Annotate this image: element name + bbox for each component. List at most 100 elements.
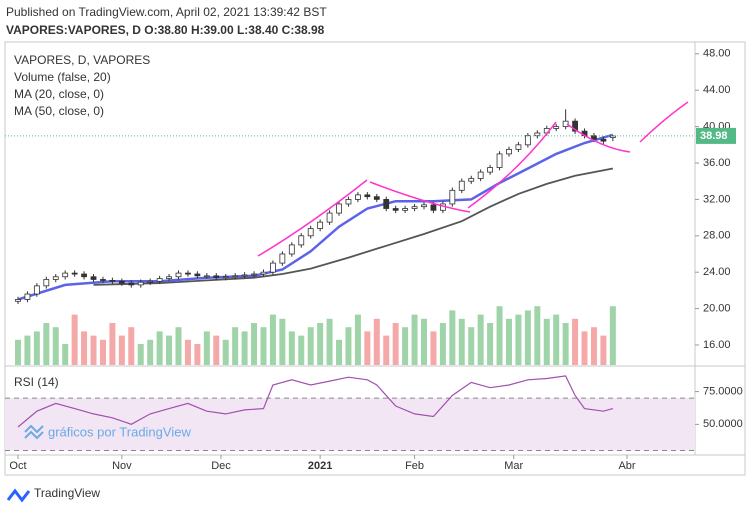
candle-body	[487, 167, 494, 173]
candle-body	[81, 273, 87, 278]
rsi-line	[17, 375, 614, 428]
volume-bar	[590, 327, 597, 365]
candle-body	[402, 208, 409, 211]
volume-bar	[118, 335, 125, 365]
volume-bar	[213, 335, 220, 365]
candle-body	[52, 276, 59, 280]
candle-body	[109, 279, 116, 282]
watermark-icon	[24, 424, 44, 440]
candle-body	[609, 135, 616, 138]
x-tick-label: Oct	[9, 460, 26, 472]
candle-body	[600, 138, 607, 142]
ohlc-header: VAPORES:VAPORES, D O:38.80 H:39.00 L:38.…	[6, 23, 325, 37]
volume-bar	[487, 323, 494, 365]
volume-bar	[572, 318, 579, 365]
candle-body	[449, 189, 456, 205]
y-tick-label: 48.00	[703, 48, 731, 60]
candle-body	[515, 144, 522, 150]
last-price-box	[696, 127, 736, 144]
candle-body	[524, 135, 531, 146]
candle-body	[317, 221, 324, 229]
trend-drawing	[639, 101, 689, 143]
volume-bar	[562, 323, 569, 365]
volume-bar	[222, 339, 229, 365]
candle-body	[118, 280, 125, 284]
volume-bar	[458, 318, 465, 365]
candle-body	[383, 199, 390, 209]
candle-body	[336, 203, 342, 214]
legend-rsi: RSI (14)	[14, 375, 59, 389]
volume-bar	[90, 335, 97, 365]
ma-line	[93, 167, 614, 286]
candle-body	[270, 262, 276, 273]
candle-body	[572, 120, 578, 132]
volume-bar	[534, 306, 541, 365]
y-tick-label: 24.00	[703, 266, 731, 278]
volume-bar	[496, 306, 503, 365]
volume-bar	[317, 323, 324, 365]
rsi-tick-label: 50.0000	[703, 418, 743, 430]
candle-body	[194, 273, 201, 277]
volume-bar	[515, 314, 522, 365]
volume-bar	[99, 339, 106, 365]
candle-body	[213, 275, 220, 279]
volume-bar	[269, 314, 276, 365]
trend-drawing	[566, 123, 631, 153]
volume-bar	[468, 327, 475, 365]
x-tick-label: 2021	[308, 460, 332, 472]
candle-body	[468, 178, 475, 182]
legend-volume: Volume (false, 20)	[14, 70, 111, 84]
volume-bar	[52, 327, 59, 365]
candle-body	[553, 126, 560, 129]
volume-bar	[411, 314, 418, 365]
volume-bar	[24, 335, 31, 365]
volume-bar	[166, 335, 173, 365]
volume-bar	[600, 335, 607, 365]
candle-body	[251, 273, 257, 276]
volume-bar	[156, 331, 163, 365]
candle-body	[298, 235, 305, 246]
candle-body	[24, 293, 31, 300]
volume-bar	[128, 327, 135, 365]
volume-bar	[279, 318, 286, 365]
legend-ma: MA (20, close, 0)	[14, 87, 104, 101]
volume-bar	[392, 323, 399, 365]
trend-drawing	[257, 179, 368, 257]
candle-body	[147, 280, 154, 283]
published-note: Published on TradingView.com, April 02, …	[6, 5, 327, 19]
candle-body	[90, 276, 97, 280]
candle-body	[137, 281, 144, 286]
volume-bar	[288, 331, 295, 365]
brand-logo	[6, 488, 31, 503]
volume-bar	[260, 327, 267, 365]
candle-body	[100, 279, 106, 281]
volume-bar	[251, 323, 258, 365]
trend-drawing	[467, 121, 557, 209]
volume-bar	[383, 335, 390, 365]
volume-bar	[109, 323, 116, 365]
volume-bar	[524, 310, 531, 365]
y-tick-label: 44.00	[703, 84, 731, 96]
trend-drawing	[369, 181, 471, 213]
x-tick-label: Feb	[405, 460, 424, 472]
volume-bar	[581, 331, 588, 365]
volume-bar	[373, 318, 380, 365]
x-tick-label: Abr	[618, 460, 635, 472]
legend-main: VAPORES, D, VAPORES	[14, 53, 150, 67]
candle-body	[411, 206, 418, 209]
volume-bar	[43, 323, 50, 365]
volume-bar	[298, 335, 305, 365]
volume-bar	[553, 314, 560, 365]
volume-bar	[33, 331, 40, 365]
y-tick-label: 32.00	[703, 193, 731, 205]
volume-bar	[364, 331, 371, 365]
volume-bar	[81, 331, 88, 365]
x-tick-label: Mar	[504, 460, 523, 472]
volume-bar	[421, 318, 428, 365]
rsi-tick-label: 75.0000	[703, 385, 743, 397]
volume-bar	[14, 339, 21, 365]
candle-body	[355, 194, 361, 200]
volume-bar	[477, 314, 484, 365]
candle-body	[232, 275, 239, 278]
candle-body	[421, 204, 427, 208]
